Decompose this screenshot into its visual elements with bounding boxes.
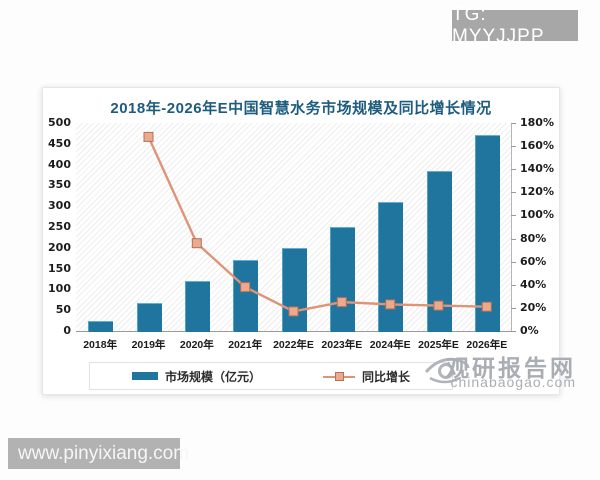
left-axis-tick-label: 250 [48, 220, 71, 233]
growth-marker [385, 299, 396, 310]
left-axis-tick-label: 300 [48, 199, 71, 213]
legend-label: 同比增长 [362, 369, 411, 384]
right-axis-tick-label: 140% [520, 162, 554, 176]
bar-series-swatch-icon [131, 372, 158, 380]
right-axis-tick [511, 169, 516, 171]
right-axis-tick-label: 100% [520, 208, 554, 222]
left-axis-tick-label: 350 [48, 178, 71, 192]
tg-contact-badge: TG: MYYJJPP [452, 4, 578, 47]
growth-marker [481, 301, 492, 312]
bar-2020年 [184, 281, 210, 332]
bar-2022年E [281, 247, 307, 332]
watermark-site-domain: chinabaogao.com [450, 374, 576, 390]
right-axis-tick-label: 40% [520, 277, 547, 291]
growth-marker [433, 300, 444, 311]
right-axis-tick [511, 123, 516, 124]
right-axis-tick-label: 80% [520, 231, 547, 245]
chinabaogao-eye-logo-icon [424, 357, 470, 384]
left-axis-tick-label: 200 [48, 240, 71, 254]
right-axis-tick [511, 331, 516, 332]
x-axis-tick-label: 2022年E [273, 339, 314, 351]
left-axis-tick-label: 150 [48, 261, 71, 275]
bar-2019年 [136, 303, 162, 332]
bar-2024年E [378, 202, 404, 332]
growth-marker [191, 238, 202, 249]
growth-marker [336, 297, 347, 308]
growth-line [147, 136, 487, 313]
right-axis-tick [511, 146, 516, 148]
right-axis-tick [511, 192, 516, 194]
bar-2023年E [329, 227, 355, 332]
bar-2026年E [474, 135, 500, 332]
x-axis-tick-label: 2021年 [228, 339, 263, 351]
chart-title: 2018年-2026年E中国智慧水务市场规模及同比增长情况 [110, 100, 492, 117]
legend-item-market-size: 市场规模（亿元） [131, 368, 261, 385]
right-axis-tick-label: 20% [520, 300, 547, 314]
x-axis-tick-label: 2020年 [179, 339, 214, 351]
left-axis-tick-label: 50 [55, 303, 71, 317]
legend-item-growth: 同比增长 [323, 368, 410, 385]
chart-legend: 市场规模（亿元） 同比增长 [89, 362, 453, 390]
left-axis-tick-label: 500 [48, 116, 71, 129]
right-axis-tick [511, 307, 516, 309]
right-axis-tick-label: 120% [520, 185, 554, 199]
x-axis-tick-label: 2018年 [83, 339, 118, 351]
growth-marker [240, 282, 251, 293]
right-axis-tick [511, 284, 516, 286]
x-axis-tick-label: 2024年E [369, 339, 411, 351]
x-axis-tick-label: 2019年 [131, 339, 166, 351]
right-axis-tick-label: 160% [520, 139, 554, 153]
growth-line-series [143, 131, 492, 317]
right-axis-tick-label: 180% [520, 116, 554, 129]
right-axis-tick [511, 261, 516, 263]
line-series-swatch-icon [323, 371, 355, 381]
right-axis-tick-label: 60% [520, 254, 547, 268]
left-axis-tick-label: 400 [48, 157, 71, 171]
x-axis-tick-label: 2023年E [321, 339, 363, 351]
chart-panel: 2018年-2026年E中国智慧水务市场规模及同比增长情况 0 50 100 150 2… [42, 87, 560, 395]
bar-2018年 [88, 320, 114, 332]
left-axis-tick-label: 100 [48, 282, 71, 296]
right-axis-tick-label: 0% [520, 324, 539, 337]
left-axis-tick-label: 0 [63, 324, 71, 337]
x-axis-tick-label: 2026年E [466, 339, 508, 351]
growth-marker [143, 131, 154, 142]
chart-body: 0 50 100 150 200 250 300 350 400 450 500 0% 20% 40% 60… [43, 88, 559, 394]
right-axis-tick [511, 238, 516, 240]
growth-marker [288, 306, 299, 317]
watermark-site-name: 观研报告网 [446, 355, 576, 381]
right-axis-tick [511, 215, 516, 217]
bar-2021年 [233, 260, 259, 332]
legend-label: 市场规模（亿元） [164, 369, 261, 384]
left-axis-tick-label: 450 [48, 136, 71, 150]
pinyixiang-badge: www.pinyixiang.com [8, 438, 189, 469]
x-axis-tick-label: 2025年E [418, 339, 459, 351]
